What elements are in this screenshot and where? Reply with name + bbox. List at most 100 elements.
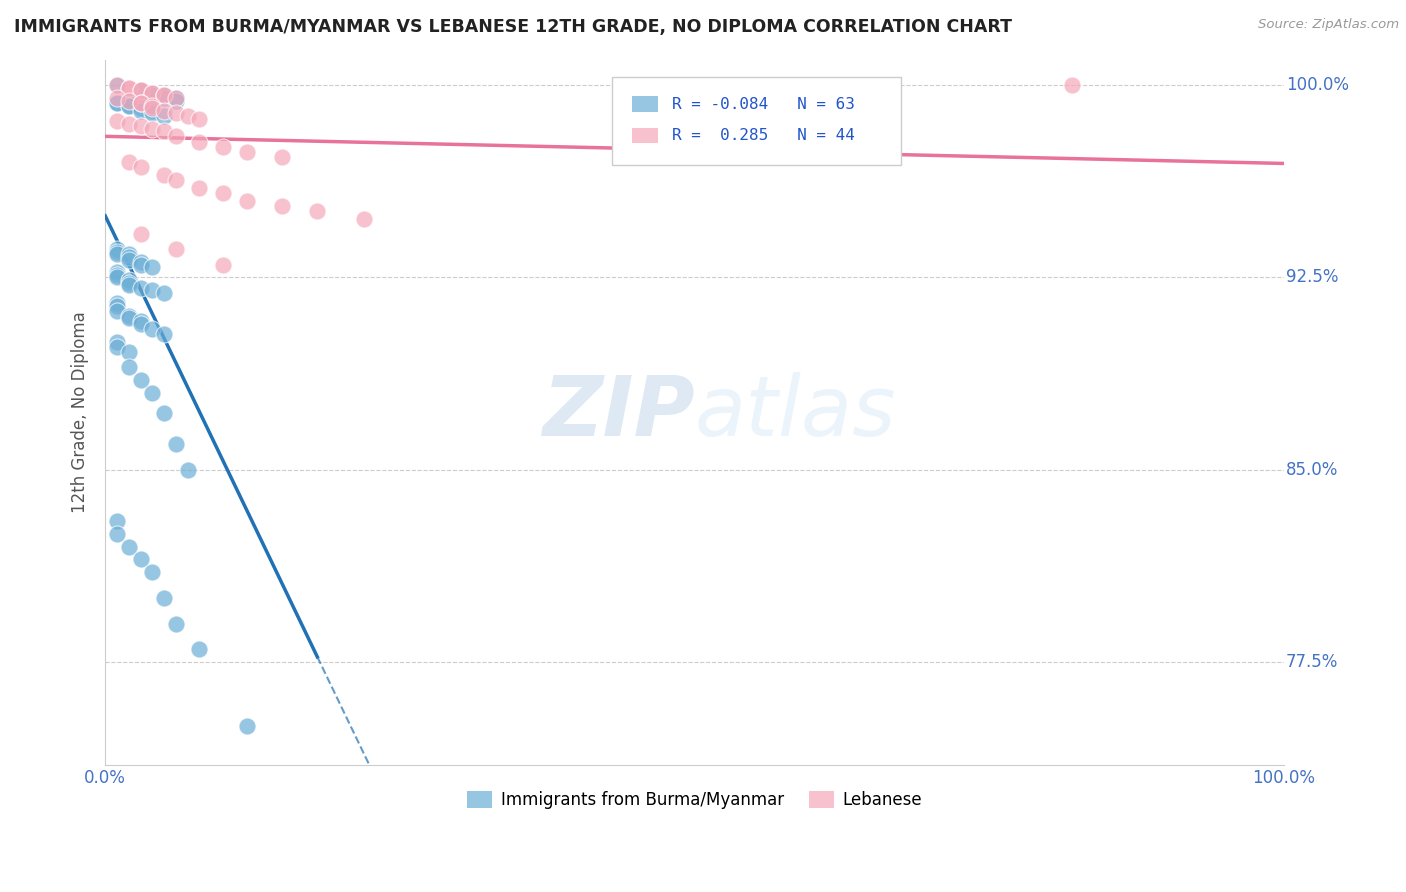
Point (118, 94, 141, 108)
Point (353, 211, 375, 226)
Point (165, 437, 187, 451)
Legend: Immigrants from Burma/Myanmar, Lebanese: Immigrants from Burma/Myanmar, Lebanese (461, 785, 928, 816)
Point (129, 373, 152, 387)
Point (153, 326, 176, 341)
Text: 85.0%: 85.0% (1286, 461, 1339, 479)
Point (153, 103, 176, 118)
Point (118, 276, 141, 290)
Text: Source: ZipAtlas.com: Source: ZipAtlas.com (1258, 18, 1399, 31)
Text: R =  0.285   N = 44: R = 0.285 N = 44 (672, 128, 855, 144)
Point (129, 96, 152, 111)
Point (212, 258, 235, 272)
Point (153, 168, 176, 182)
Point (188, 112, 211, 126)
Point (129, 317, 152, 331)
Text: ZIP: ZIP (541, 372, 695, 452)
Point (129, 314, 152, 328)
Point (105, 265, 128, 279)
Point (165, 94, 187, 108)
Point (118, 344, 141, 359)
Point (129, 83, 152, 97)
Point (105, 78, 128, 93)
Text: 92.5%: 92.5% (1286, 268, 1339, 286)
Point (118, 252, 141, 267)
Point (1060, 78, 1083, 93)
Point (212, 186, 235, 200)
Point (118, 309, 141, 323)
Point (165, 173, 187, 187)
Point (188, 135, 211, 149)
Point (118, 360, 141, 375)
Point (105, 296, 128, 310)
Point (105, 96, 128, 111)
Point (153, 109, 176, 123)
Point (105, 334, 128, 349)
Point (153, 285, 176, 300)
FancyBboxPatch shape (612, 78, 901, 165)
Point (129, 101, 152, 115)
Point (141, 283, 163, 297)
Text: R = -0.084   N = 63: R = -0.084 N = 63 (672, 96, 855, 112)
Point (105, 114, 128, 128)
Point (105, 247, 128, 261)
Point (118, 273, 141, 287)
Point (105, 514, 128, 528)
Point (129, 281, 152, 295)
Point (129, 103, 152, 118)
Point (165, 91, 187, 105)
Point (105, 78, 128, 93)
Point (177, 109, 200, 123)
Text: 77.5%: 77.5% (1286, 653, 1339, 671)
Point (118, 250, 141, 264)
Point (129, 120, 152, 134)
Point (105, 244, 128, 259)
Point (141, 322, 163, 336)
Point (141, 86, 163, 100)
FancyBboxPatch shape (631, 128, 658, 144)
Text: IMMIGRANTS FROM BURMA/MYANMAR VS LEBANESE 12TH GRADE, NO DIPLOMA CORRELATION CHA: IMMIGRANTS FROM BURMA/MYANMAR VS LEBANES… (14, 18, 1012, 36)
Point (165, 129, 187, 144)
Point (129, 227, 152, 241)
Point (188, 180, 211, 194)
Point (118, 117, 141, 131)
Point (129, 258, 152, 272)
Point (118, 99, 141, 113)
Point (118, 540, 141, 554)
Point (105, 340, 128, 354)
Point (153, 124, 176, 138)
Point (165, 106, 187, 120)
Point (165, 242, 187, 256)
Point (141, 121, 163, 136)
Point (153, 88, 176, 103)
Point (177, 463, 200, 477)
Point (105, 270, 128, 285)
Point (129, 83, 152, 97)
Point (105, 268, 128, 282)
Point (118, 80, 141, 95)
Point (141, 106, 163, 120)
FancyBboxPatch shape (631, 96, 658, 112)
Point (118, 278, 141, 293)
Point (307, 203, 329, 218)
Point (105, 91, 128, 105)
Point (118, 311, 141, 326)
Point (165, 91, 187, 105)
Point (141, 101, 163, 115)
Point (141, 88, 163, 103)
Point (141, 385, 163, 400)
Point (235, 719, 257, 733)
Point (129, 552, 152, 566)
Point (118, 96, 141, 111)
Point (118, 80, 141, 95)
Point (141, 260, 163, 275)
Point (129, 161, 152, 175)
Point (141, 86, 163, 100)
Point (118, 155, 141, 169)
Point (153, 406, 176, 420)
Point (141, 99, 163, 113)
Text: 100.0%: 100.0% (1286, 76, 1348, 95)
Point (118, 99, 141, 113)
Point (188, 642, 211, 657)
Point (118, 247, 141, 261)
Point (129, 83, 152, 97)
